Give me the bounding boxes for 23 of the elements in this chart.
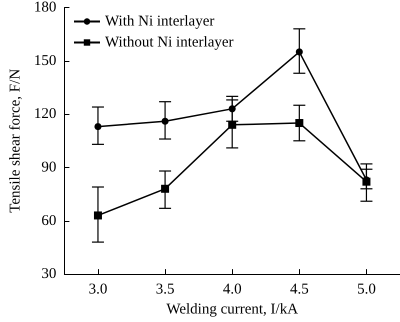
y-tick-label: 180 [34, 0, 56, 16]
point [161, 184, 170, 193]
x-tick-label: 3.0 [88, 282, 108, 298]
point [94, 211, 102, 220]
y-tick-label: 90 [41, 159, 56, 176]
legend-label: With Ni interlayer [105, 14, 214, 30]
x-tick-label: 5.0 [357, 282, 376, 298]
x-axis-title: Welding current, I/kA [166, 302, 298, 318]
point [295, 119, 304, 128]
legend-label: Without Ni interlayer [105, 34, 234, 50]
y-axis-title: Tensile shear force, F/N [8, 68, 24, 213]
x-tick-label: 4.5 [290, 282, 309, 298]
point [94, 123, 102, 130]
x-tick-label: 3.5 [156, 282, 174, 298]
point [162, 118, 169, 125]
y-tick-label: 60 [41, 212, 56, 229]
point [228, 105, 236, 112]
y-tick-label: 120 [34, 106, 56, 122]
point [296, 48, 303, 56]
y-tick-label: 150 [34, 52, 56, 69]
x-tick-label: 4.0 [222, 282, 242, 298]
y-tick-label: 30 [41, 266, 56, 282]
point [228, 120, 236, 129]
